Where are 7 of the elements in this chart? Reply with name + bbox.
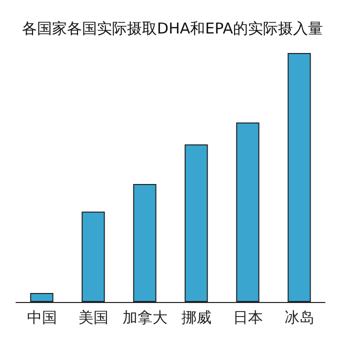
x-tick-label: 挪威 [181,308,212,326]
chart-title: 各国家各国实际摄取DHA和EPA的实际摄入量 [22,20,323,38]
x-tick-label: 美国 [78,308,108,326]
x-tick-label: 中国 [26,308,57,326]
x-tick-label: 冰岛 [284,308,314,326]
x-tick-label: 加拿大 [122,308,168,326]
x-tick-label: 日本 [232,308,263,326]
